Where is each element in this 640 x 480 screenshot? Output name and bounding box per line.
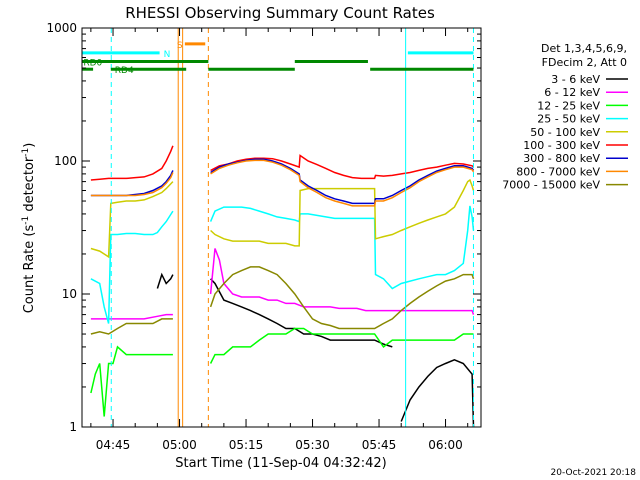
series-7-segment-2 [210, 158, 475, 205]
series-6 [90, 145, 475, 181]
series-5 [90, 178, 475, 259]
legend-header-line-1: Det 1,3,4,5,6,9, [541, 42, 627, 55]
y-axis-label-prefix: Count Rate (s [22, 225, 37, 314]
legend-label-2: 6 - 12 keV [544, 86, 600, 99]
generation-timestamp: 20-Oct-2021 20:18 [550, 468, 636, 478]
series-1-segment-2 [210, 278, 393, 348]
y-axis-label-exp: -1 [21, 216, 31, 225]
plot-content: NS RD0 RD4 [82, 28, 475, 427]
series-8-segment-1 [90, 172, 174, 197]
status-label-rd4: RD4 [115, 66, 134, 76]
legend-label-5: 50 - 100 keV [530, 126, 600, 139]
series-6-segment-2 [210, 154, 475, 180]
series-4-segment-2 [209, 205, 475, 290]
x-tick-label-3: 05:15 [229, 438, 264, 452]
x-tick-label-5: 05:45 [362, 438, 397, 452]
legend-label-7: 300 - 800 keV [523, 152, 600, 165]
y-tick-label-3: 100 [54, 154, 77, 168]
x-tick-label-1: 04:45 [96, 438, 131, 452]
series-1-segment-1 [156, 272, 174, 289]
series-4 [90, 205, 475, 324]
legend-label-6: 100 - 300 keV [523, 139, 600, 152]
y-tick-label-1: 1 [69, 420, 77, 434]
series-2-segment-1 [90, 313, 173, 320]
y-axis-label-exp-2: -1 [21, 148, 31, 157]
plot-frame [81, 27, 482, 428]
x-tick-label-2: 05:00 [162, 438, 197, 452]
series-5-segment-2 [210, 178, 475, 247]
y-axis-label-mid: detector [22, 156, 37, 216]
series-8-segment-2 [210, 159, 475, 207]
y-axis: 1 10 100 1000 [46, 21, 481, 434]
series-6-segment-1 [90, 145, 174, 181]
series-1 [156, 272, 475, 427]
chart-title: RHESSI Observing Summary Count Rates [125, 4, 435, 22]
status-label-n: N [164, 50, 171, 60]
legend-label-8: 800 - 7000 keV [516, 165, 600, 178]
series-8 [90, 159, 475, 207]
y-tick-label-4: 1000 [46, 21, 77, 35]
y-tick-label-2: 10 [62, 287, 77, 301]
series-9 [90, 266, 475, 335]
x-tick-label-4: 05:30 [295, 438, 330, 452]
series-4-segment-1 [90, 210, 174, 324]
legend-label-1: 3 - 6 keV [551, 73, 600, 86]
status-label-rd0: RD0 [83, 58, 102, 68]
legend-header-line-2: FDecim 2, Att 0 [542, 56, 627, 69]
x-axis: 04:45 05:00 05:15 05:30 05:45 06:00 [90, 28, 469, 452]
series-9-segment-1 [90, 318, 173, 335]
series-9-segment-2 [209, 266, 475, 330]
y-axis-label: Count Rate (s-1 detector-1) [21, 143, 37, 314]
x-tick-label-6: 06:00 [428, 438, 463, 452]
legend: Det 1,3,4,5,6,9, FDecim 2, Att 0 3 - 6 k… [502, 42, 628, 192]
x-axis-label: Start Time (11-Sep-04 04:32:42) [175, 456, 386, 471]
series-7-segment-1 [90, 170, 174, 197]
series-3 [90, 327, 474, 417]
series-3-segment-2 [209, 327, 474, 364]
legend-label-9: 7000 - 15000 keV [502, 179, 600, 192]
series-2-segment-2 [209, 248, 475, 315]
legend-label-4: 25 - 50 keV [537, 113, 600, 126]
legend-label-3: 12 - 25 keV [537, 99, 600, 112]
y-axis-label-suffix: ) [22, 143, 37, 148]
series-3-segment-1 [90, 345, 173, 417]
status-label-s: S [177, 41, 183, 51]
series-5-segment-1 [90, 181, 174, 259]
series-1-segment-3 [400, 358, 475, 427]
series-2 [90, 248, 475, 320]
